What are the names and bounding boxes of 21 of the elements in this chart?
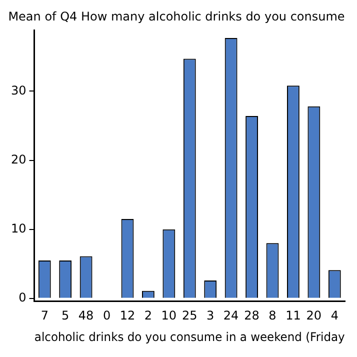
y-tick-label: 30 bbox=[10, 83, 26, 98]
x-tick-label: 2 bbox=[144, 308, 152, 323]
x-tick-label: 25 bbox=[182, 308, 198, 323]
x-tick-label: 11 bbox=[286, 308, 301, 323]
y-tick-label: 0 bbox=[18, 290, 26, 305]
chart-title: Mean of Q4 How many alcoholic drinks do you consume bbox=[8, 9, 345, 24]
x-axis-title: alcoholic drinks do you consume in a weekend (Friday bbox=[34, 330, 345, 344]
x-tick-label: 48 bbox=[78, 308, 94, 323]
x-tick-label: 5 bbox=[62, 308, 70, 323]
x-tick-label: 28 bbox=[244, 308, 260, 323]
x-tick-label: 7 bbox=[40, 308, 48, 323]
y-tick-label: 10 bbox=[10, 221, 26, 236]
x-tick-label: 3 bbox=[206, 308, 214, 323]
x-tick-label: 12 bbox=[120, 308, 136, 323]
x-tick-label: 0 bbox=[102, 308, 111, 323]
x-tick-label: 24 bbox=[223, 308, 239, 323]
x-tick-label: 10 bbox=[161, 308, 177, 323]
x-tick-label: 20 bbox=[306, 308, 322, 323]
x-tick-label: 4 bbox=[330, 308, 338, 323]
x-tick-label: 8 bbox=[268, 308, 276, 323]
y-tick-label: 20 bbox=[10, 152, 26, 166]
